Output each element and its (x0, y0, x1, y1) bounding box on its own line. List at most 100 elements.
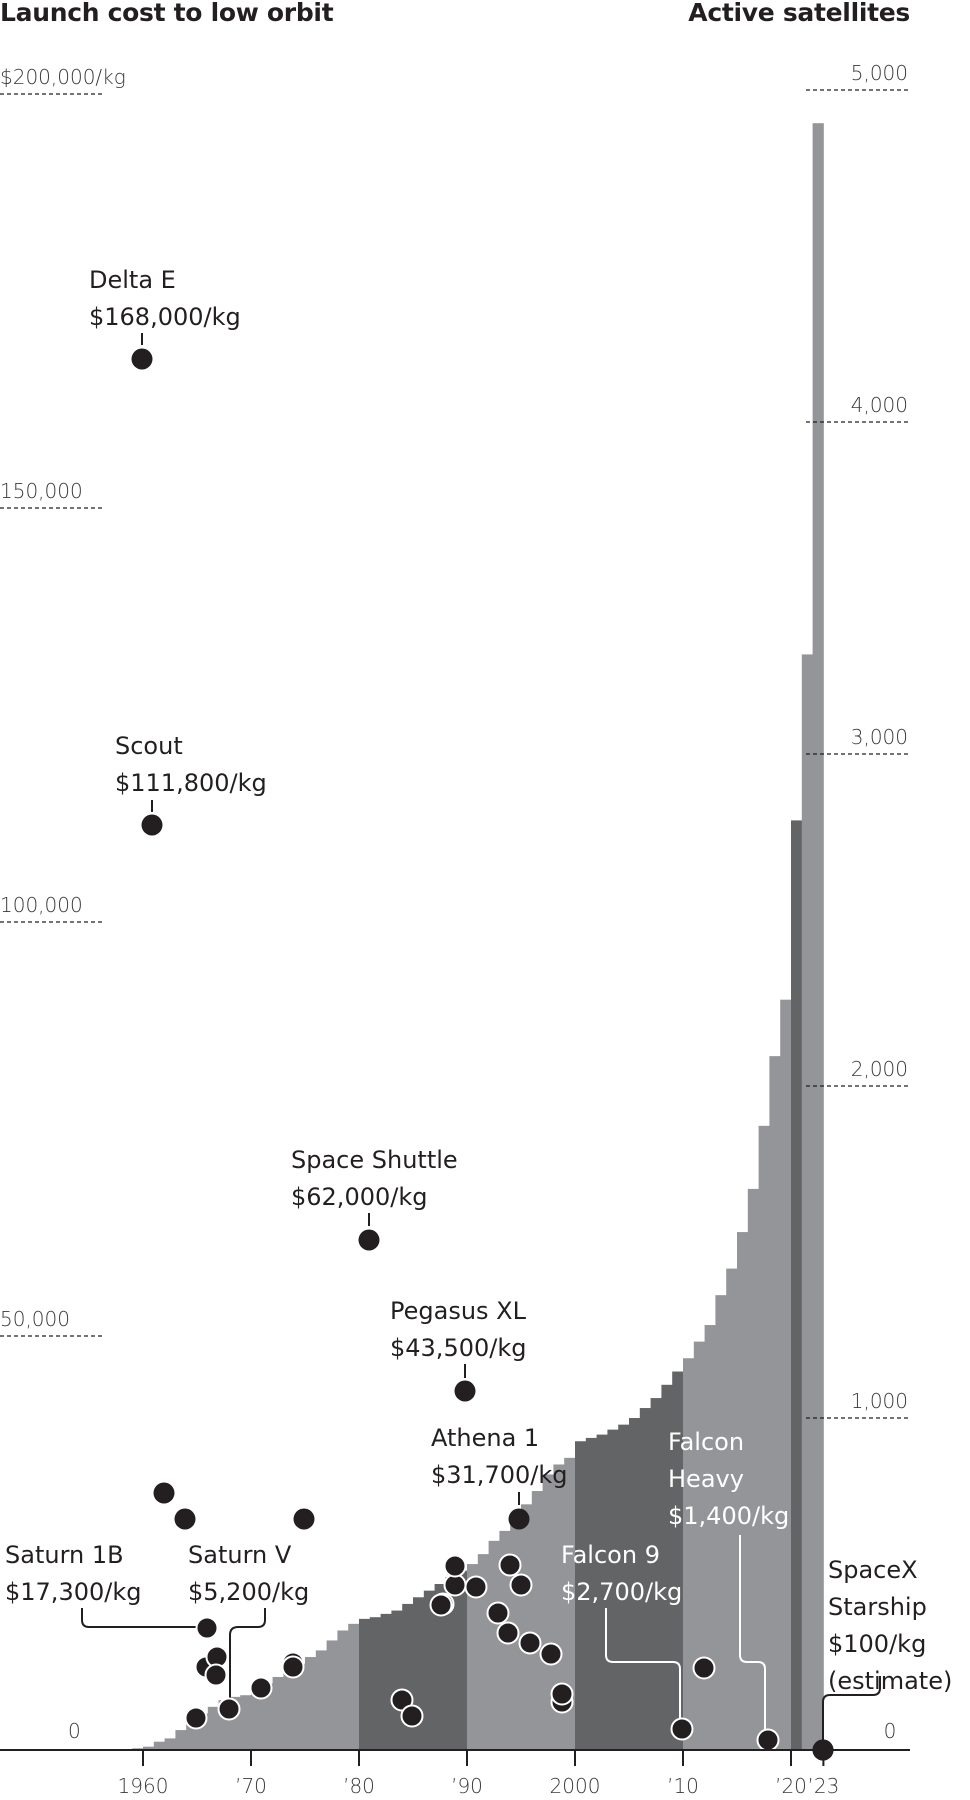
satellite-bar (542, 1474, 554, 1750)
satellite-bar (726, 1268, 738, 1750)
satellite-bar (780, 999, 792, 1750)
satellite-bar (639, 1408, 651, 1750)
satellite-bar (186, 1720, 198, 1750)
satellite-bar (618, 1424, 630, 1750)
satellite-bar (326, 1640, 338, 1750)
satellite-bar (553, 1464, 565, 1750)
label-falconheavy-cost: $1,400/kg (668, 1502, 789, 1530)
x-tick-label: ’90 (451, 1774, 483, 1798)
right-tick-label: 5,000 (851, 61, 908, 85)
launch-cost-dot (550, 1682, 574, 1706)
satellite-bar (305, 1657, 317, 1750)
launch-cost-dot (153, 1482, 175, 1504)
x-tick-label: ’23 (807, 1774, 839, 1798)
satellite-bar (337, 1630, 349, 1750)
launch-cost-points (131, 348, 834, 1761)
satellite-bar (477, 1554, 489, 1750)
satellite-bar (704, 1325, 716, 1750)
satellite-bar (683, 1358, 695, 1750)
left-axis-title: Launch cost to low orbit (0, 0, 334, 27)
launch-cost-dot (141, 814, 163, 836)
satellite-bar (315, 1650, 327, 1750)
satellite-bar (294, 1663, 306, 1750)
launch-cost-dot (217, 1697, 241, 1721)
satellite-bar (359, 1618, 371, 1750)
leader-starship (822, 1676, 881, 1740)
launch-cost-dot (249, 1676, 273, 1700)
label-falconheavy-line2: Heavy (668, 1465, 744, 1493)
satellite-bar (693, 1341, 705, 1750)
satellite-bar (261, 1683, 273, 1750)
satellite-bar (564, 1457, 576, 1750)
label-pegasus-name: Pegasus XL (390, 1297, 527, 1325)
left-axis-ticks: $200,000/kg 150,000 100,000 50,000 0 (0, 65, 126, 1743)
satellite-bar (801, 654, 813, 1750)
launch-cost-dot (464, 1575, 488, 1599)
satellite-bar (423, 1590, 435, 1750)
x-tick-label: 2000 (550, 1774, 601, 1798)
satellite-bar (596, 1434, 608, 1750)
satellite-bar (715, 1295, 727, 1750)
satellite-bar (747, 1188, 759, 1750)
right-tick-label: 1,000 (851, 1389, 908, 1413)
launch-cost-dot (204, 1663, 228, 1687)
satellite-bar (251, 1693, 263, 1750)
left-tick-label: 50,000 (0, 1307, 70, 1331)
satellite-bar (229, 1696, 241, 1750)
leader-saturnv (229, 1608, 266, 1706)
satellite-bar (769, 1056, 781, 1750)
label-pegasus-cost: $43,500/kg (390, 1334, 526, 1362)
launch-cost-dot (692, 1656, 716, 1680)
launch-cost-dot (281, 1655, 305, 1679)
launch-cost-dot (400, 1704, 424, 1728)
label-falcon9-cost: $2,700/kg (561, 1578, 682, 1606)
satellite-bar (629, 1418, 641, 1750)
satellite-bar (380, 1613, 392, 1750)
left-tick-label: 100,000 (0, 893, 83, 917)
leader-falconheavy (739, 1535, 766, 1737)
satellite-bar (369, 1617, 381, 1750)
satellite-bar (348, 1623, 360, 1750)
satellite-bar (521, 1504, 533, 1750)
launch-cost-dot (174, 1508, 196, 1530)
satellite-bar (575, 1441, 587, 1750)
satellite-bar (218, 1700, 230, 1750)
label-starship-cost: $100/kg (828, 1630, 926, 1658)
satellite-bar (413, 1597, 425, 1750)
launch-cost-dot (443, 1554, 467, 1578)
satellite-bar (175, 1730, 187, 1750)
launch-cost-dot (293, 1508, 315, 1530)
launch-cost-dot (518, 1631, 542, 1655)
launch-cost-dot (670, 1717, 694, 1741)
launch-cost-dot (509, 1573, 533, 1597)
launch-cost-dot (358, 1229, 380, 1251)
satellite-bar (164, 1738, 176, 1750)
label-scout-name: Scout (115, 732, 183, 760)
x-tick-label: 1960 (118, 1774, 169, 1798)
right-axis-title: Active satellites (688, 0, 910, 27)
annotation-leader-lines (81, 333, 881, 1740)
label-saturnv-cost: $5,200/kg (188, 1578, 309, 1606)
leader-saturn1b (81, 1608, 198, 1628)
satellite-bar (488, 1540, 500, 1750)
satellite-bar (531, 1491, 543, 1750)
launch-cost-dot (486, 1601, 510, 1625)
starship-dot (812, 1739, 834, 1761)
launch-cost-dot (756, 1728, 780, 1752)
annotation-labels: Delta E $168,000/kg Scout $111,800/kg Sp… (5, 266, 952, 1695)
left-tick-label: 150,000 (0, 479, 83, 503)
label-delta-e-name: Delta E (89, 266, 176, 294)
launch-cost-dot (539, 1642, 563, 1666)
satellite-bar (283, 1670, 295, 1750)
label-athena-name: Athena 1 (431, 1424, 539, 1452)
satellite-bar (650, 1398, 662, 1750)
satellite-bar (791, 820, 803, 1750)
satellite-bar (737, 1232, 749, 1750)
leader-falcon9 (605, 1608, 681, 1722)
satellite-bar (456, 1570, 468, 1750)
satellite-bar (607, 1429, 619, 1750)
label-saturn1b-name: Saturn 1B (5, 1541, 124, 1569)
satellite-bar (197, 1713, 209, 1750)
satellite-bar (445, 1577, 457, 1750)
